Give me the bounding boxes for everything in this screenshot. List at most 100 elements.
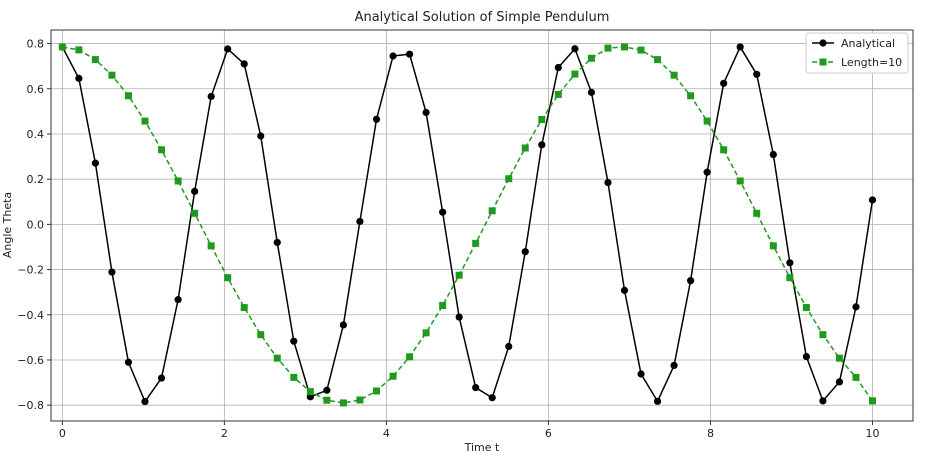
legend-length10-marker — [819, 58, 827, 66]
data-point-square — [306, 388, 314, 396]
data-point-circle — [637, 370, 645, 378]
data-point-circle — [736, 43, 744, 51]
data-point-circle — [687, 277, 695, 285]
data-point-square — [868, 397, 876, 405]
data-point-square — [769, 242, 777, 250]
data-point-square — [58, 43, 66, 51]
y-tick-label: 0.0 — [27, 218, 45, 231]
data-point-square — [339, 399, 347, 407]
data-point-square — [174, 177, 182, 185]
data-point-square — [323, 396, 331, 404]
data-point-circle — [802, 352, 810, 361]
data-point-square — [141, 117, 149, 125]
legend-analytical-label: Analytical — [841, 37, 895, 50]
data-point-circle — [339, 321, 347, 329]
data-point-square — [736, 177, 744, 185]
data-point-circle — [554, 63, 562, 72]
data-point-square — [802, 304, 810, 312]
data-point-square — [389, 372, 397, 380]
data-point-circle — [868, 196, 877, 204]
y-tick-label: −0.4 — [17, 309, 44, 322]
data-point-circle — [604, 178, 612, 187]
data-point-circle — [75, 74, 83, 82]
data-point-circle — [670, 361, 678, 370]
x-tick-label: 2 — [221, 427, 228, 440]
y-tick-label: 0.4 — [27, 128, 45, 141]
data-point-square — [207, 242, 215, 250]
data-point-circle — [720, 79, 728, 87]
data-point-square — [786, 274, 794, 282]
y-tick-label: −0.8 — [17, 399, 44, 412]
data-point-square — [406, 353, 414, 361]
data-point-square — [488, 207, 496, 215]
data-point-circle — [191, 187, 199, 195]
data-point-circle — [141, 397, 149, 406]
data-point-square — [108, 71, 116, 79]
data-point-circle — [472, 383, 480, 392]
x-tick-label: 8 — [707, 427, 714, 440]
data-point-square — [191, 209, 199, 217]
data-point-square — [703, 117, 711, 125]
data-point-circle — [653, 397, 662, 405]
data-point-square — [124, 92, 132, 100]
data-point-square — [472, 239, 480, 247]
data-point-circle — [488, 394, 496, 402]
data-point-square — [91, 56, 99, 64]
data-point-square — [439, 302, 447, 310]
data-point-circle — [786, 259, 794, 267]
data-point-circle — [753, 70, 761, 78]
data-point-square — [637, 46, 645, 54]
series-analytical — [58, 43, 877, 406]
data-point-circle — [538, 141, 546, 149]
data-point-square — [587, 54, 595, 62]
series-layer — [58, 43, 877, 407]
x-tick-label: 10 — [865, 427, 879, 440]
data-point-square — [687, 92, 695, 100]
y-tick-label: −0.2 — [17, 264, 44, 277]
series-length10 — [58, 43, 876, 407]
y-axis-label: Angle Theta — [1, 192, 14, 258]
axis-ticks: 0 2 4 6 8 10 −0.8 −0.6 −0.4 −0.2 0.0 0.2 0.4 0.6 0.8 — [17, 38, 879, 440]
x-tick-label: 4 — [383, 427, 390, 440]
data-point-square — [852, 373, 860, 381]
x-tick-label: 0 — [59, 427, 66, 440]
data-point-square — [538, 116, 546, 124]
data-point-circle — [521, 248, 529, 256]
series-line — [61, 46, 874, 403]
data-point-square — [670, 71, 678, 79]
data-point-square — [554, 90, 562, 98]
data-point-circle — [587, 88, 596, 96]
data-point-square — [273, 354, 281, 362]
y-tick-label: −0.6 — [17, 354, 44, 367]
data-point-circle — [505, 342, 513, 351]
data-point-square — [819, 331, 827, 339]
y-tick-label: 0.6 — [27, 83, 45, 96]
data-point-circle — [439, 208, 447, 216]
data-point-circle — [273, 238, 281, 247]
data-point-circle — [372, 115, 381, 123]
data-point-circle — [174, 296, 182, 304]
data-point-circle — [620, 286, 629, 294]
y-tick-label: 0.8 — [27, 38, 45, 51]
legend-analytical-marker — [819, 39, 827, 47]
data-point-circle — [157, 374, 166, 382]
data-point-circle — [257, 132, 265, 140]
data-point-square — [521, 144, 529, 152]
data-point-square — [621, 43, 629, 51]
data-point-circle — [207, 92, 215, 101]
legend: Analytical Length=10 — [805, 32, 909, 74]
data-point-square — [373, 387, 381, 395]
data-point-circle — [240, 60, 248, 68]
data-point-circle — [769, 150, 777, 159]
plot-area-frame — [50, 29, 914, 422]
data-point-circle — [571, 45, 579, 53]
data-point-square — [75, 46, 83, 54]
data-point-circle — [405, 50, 414, 58]
data-point-square — [422, 329, 430, 337]
chart-title: Analytical Solution of Simple Pendulum — [355, 10, 610, 25]
data-point-square — [505, 175, 513, 183]
data-point-square — [571, 70, 579, 78]
